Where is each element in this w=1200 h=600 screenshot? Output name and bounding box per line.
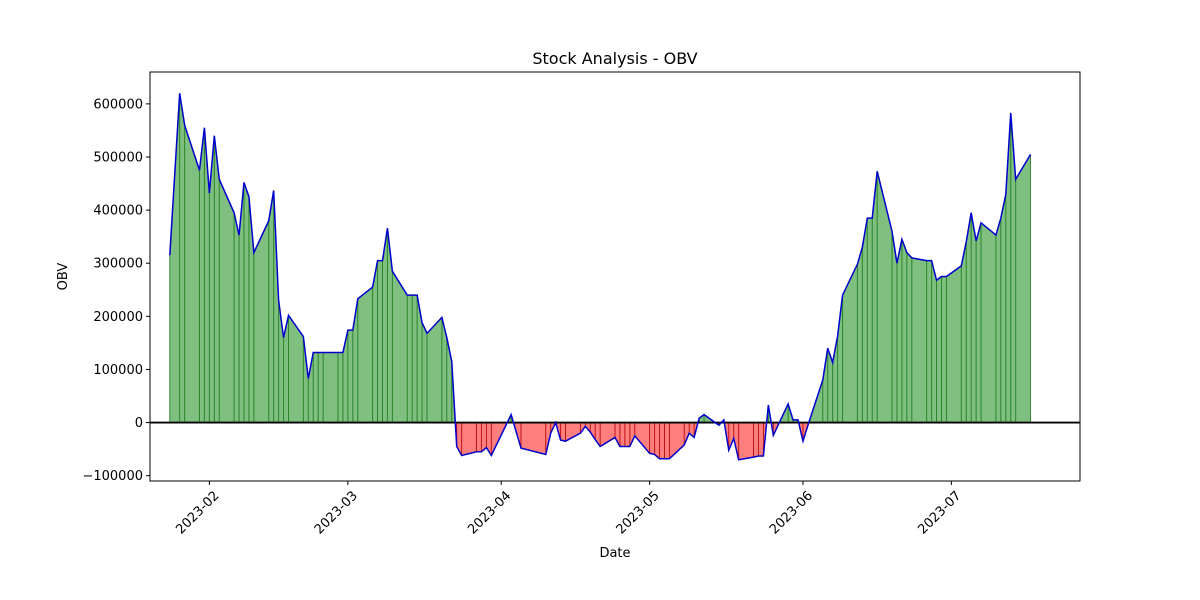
y-tick-label: 300000 (93, 257, 143, 272)
y-tick-label: 400000 (93, 204, 143, 219)
chart-title: Stock Analysis - OBV (532, 49, 697, 68)
y-tick-label: 0 (135, 416, 143, 431)
obv-fill-hatches (169, 93, 1032, 460)
y-tick-label: 100000 (93, 363, 143, 378)
negative-area-3 (513, 422, 556, 455)
positive-area-12 (779, 403, 799, 423)
x-axis-label: Date (599, 546, 630, 561)
obv-series-line (169, 93, 1032, 461)
y-tick-label: 200000 (93, 310, 143, 325)
x-tick-label: 2023-05 (614, 488, 663, 537)
y-tick-label: 600000 (93, 97, 143, 112)
x-tick-label: 2023-03 (312, 488, 361, 537)
x-tick-label: 2023-06 (767, 488, 816, 537)
y-tick-label: −100000 (82, 469, 143, 484)
x-tick-label: 2023-02 (173, 488, 222, 537)
negative-area-13 (798, 422, 809, 442)
negative-area-5 (555, 422, 698, 459)
x-axis: 2023-02 2023-03 2023-04 2023-05 2023-06 2023-… (173, 481, 964, 537)
y-axis: −100000 0 100000 200000 300000 400000 500000 60… (82, 97, 150, 484)
y-tick-label: 500000 (93, 150, 143, 165)
y-axis-label: OBV (56, 263, 71, 291)
x-tick-label: 2023-04 (465, 488, 514, 537)
x-tick-label: 2023-07 (915, 488, 964, 537)
positive-area-0 (169, 93, 456, 423)
obv-fill-areas (169, 93, 1031, 460)
plot-frame (149, 71, 1081, 482)
negative-area-9 (724, 422, 767, 460)
positive-area-14 (808, 112, 1031, 423)
